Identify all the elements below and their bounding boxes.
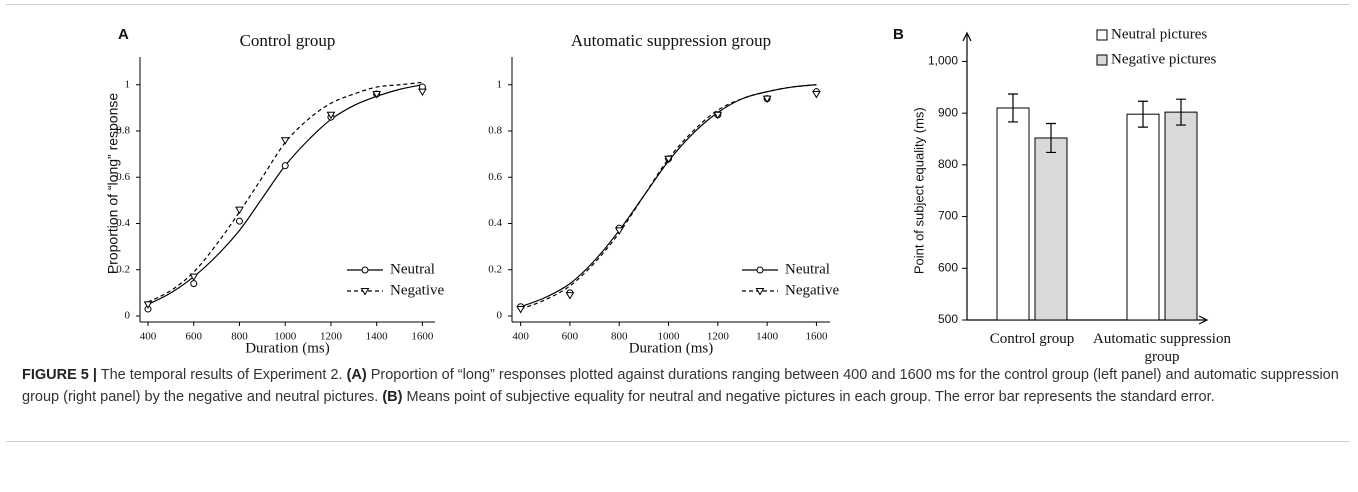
- legend-swatch: [1096, 29, 1108, 41]
- y-tick-label: 500: [938, 312, 958, 326]
- point: [762, 95, 772, 104]
- x-tick-label: 600: [185, 331, 202, 343]
- figure-frame: [6, 4, 1350, 442]
- point: [372, 90, 382, 99]
- error-bar: [1176, 98, 1186, 126]
- point: [664, 155, 673, 164]
- x-tick-label: 1000: [658, 331, 681, 343]
- error-bar: [1046, 122, 1056, 154]
- point: [280, 137, 290, 145]
- chart-title: Automatic suppression group: [571, 31, 771, 50]
- fit-curve: [520, 84, 817, 310]
- y-tick-label: 0.6: [116, 171, 130, 183]
- point: [235, 217, 243, 225]
- point: [281, 162, 289, 170]
- fit-curve: [520, 84, 817, 308]
- point: [235, 206, 244, 215]
- point: [614, 227, 624, 235]
- chart-title: Control group: [240, 31, 336, 50]
- y-tick-label: 0.2: [116, 263, 130, 275]
- legend-label: Neutral pictures: [1111, 26, 1207, 42]
- fit-curve: [147, 84, 423, 305]
- legend-label: Negative: [390, 282, 444, 298]
- bar: [1164, 111, 1198, 321]
- x-tick-label: 800: [231, 331, 248, 343]
- x-tick-label: 1000: [274, 331, 297, 343]
- legend-label: Neutral: [785, 261, 830, 277]
- y-tick-label: 0.6: [488, 171, 502, 183]
- bar: [1126, 113, 1160, 321]
- x-tick-label: 1200: [320, 331, 343, 343]
- point: [143, 301, 153, 309]
- y-tick-label: 1: [125, 78, 131, 90]
- point: [713, 111, 723, 120]
- point: [516, 306, 525, 314]
- y-tick-label: 0.8: [116, 125, 130, 137]
- x-tick-label: 600: [562, 331, 579, 343]
- y-tick-label: 0.4: [488, 217, 502, 229]
- x-axis-label: Duration (ms): [629, 340, 714, 356]
- caption-text: (B): [382, 389, 403, 405]
- panel-label: A: [118, 26, 129, 43]
- legend-label: Neutral: [390, 261, 435, 277]
- y-axis-label: Proportion of “long” response: [105, 93, 121, 275]
- y-tick-label: 0.2: [488, 263, 502, 275]
- y-tick-label: 600: [938, 260, 958, 274]
- legend-label: Negative: [785, 282, 839, 298]
- caption-text: (A): [346, 367, 367, 383]
- x-tick-label: 400: [140, 331, 157, 343]
- legend-marker: [755, 288, 765, 296]
- y-axis-arrow: [962, 31, 972, 42]
- caption: FIGURE 5 | The temporal results of Exper…: [22, 364, 1340, 408]
- point: [189, 273, 199, 282]
- y-tick-label: 0: [497, 310, 503, 322]
- legend-marker: [756, 266, 764, 274]
- x-tick-label: Automatic suppression group: [1093, 331, 1231, 365]
- y-tick-label: 900: [938, 105, 958, 119]
- y-tick-label: 700: [938, 209, 958, 223]
- point: [190, 280, 198, 288]
- point: [812, 90, 821, 99]
- bar: [1034, 137, 1068, 321]
- caption-text: The temporal results of Experiment 2.: [100, 367, 343, 383]
- legend-label: Negative pictures: [1111, 51, 1217, 67]
- caption-text: FIGURE 5 |: [22, 367, 97, 383]
- legend-swatch: [1096, 54, 1108, 66]
- x-tick-label: Control group: [989, 331, 1075, 347]
- y-tick-label: 0.8: [488, 125, 502, 137]
- x-tick-label: 1400: [756, 331, 779, 343]
- bar: [996, 107, 1030, 321]
- figure: Control group Duration (ms) Proportion of …: [105, 26, 1217, 356]
- x-axis-label: Duration (ms): [245, 340, 330, 356]
- x-tick-label: 1600: [411, 331, 434, 343]
- x-tick-label: 400: [512, 331, 529, 343]
- y-tick-label: 0: [125, 310, 131, 322]
- x-tick-label: 1600: [805, 331, 828, 343]
- y-axis-label: Point of subject equality (ms): [911, 107, 926, 274]
- point: [565, 292, 575, 300]
- x-axis-arrow: [1198, 315, 1209, 325]
- y-tick-label: 800: [938, 157, 958, 171]
- y-tick-label: 0.4: [116, 217, 130, 229]
- legend-marker: [361, 266, 369, 274]
- x-tick-label: 1200: [707, 331, 730, 343]
- legend-marker: [360, 288, 370, 296]
- y-tick-label: 1,000: [928, 54, 958, 68]
- x-tick-label: 800: [611, 331, 628, 343]
- error-bar: [1008, 93, 1018, 123]
- panel-label: B: [893, 26, 904, 43]
- point: [418, 88, 427, 97]
- x-tick-label: 1400: [366, 331, 389, 343]
- y-tick-label: 1: [497, 78, 503, 90]
- error-bar: [1138, 100, 1148, 128]
- fit-curve: [147, 81, 423, 303]
- caption-text: Proportion of “long” responses plotted a…: [22, 367, 1339, 405]
- caption-text: Means point of subjective equality for n…: [406, 389, 1215, 405]
- point: [326, 111, 336, 120]
